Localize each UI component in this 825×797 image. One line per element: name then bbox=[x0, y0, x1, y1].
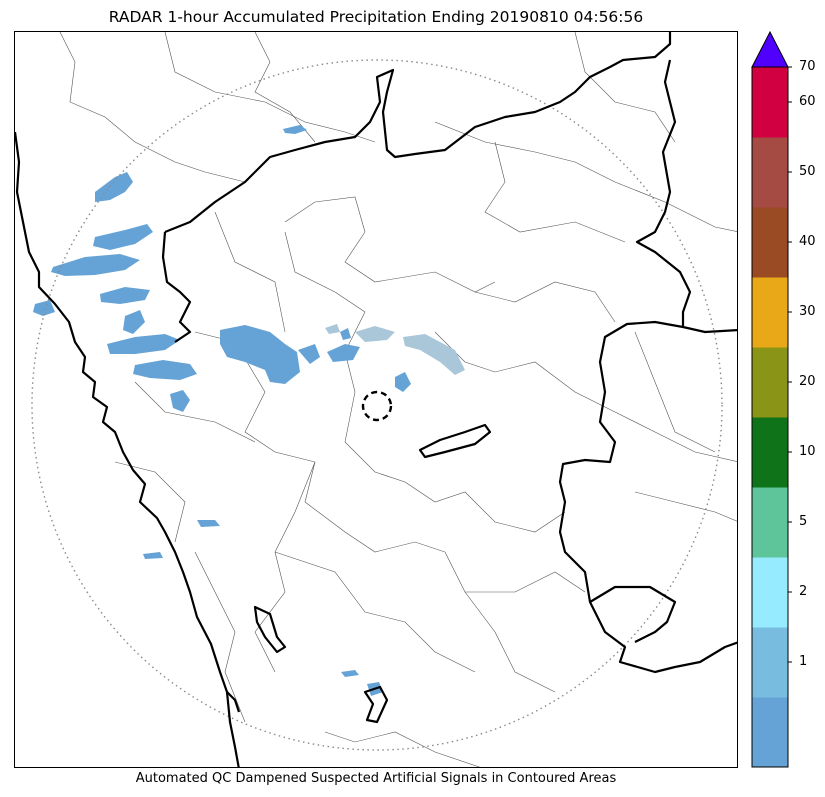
precipitation-colorbar: 1 2 5 10 20 30 40 50 60 70 bbox=[750, 30, 825, 770]
district-boundary bbox=[194, 551, 246, 723]
colorbar-tick-label: 50 bbox=[799, 164, 816, 179]
colorbar-tick-label: 30 bbox=[799, 304, 816, 319]
district-boundary bbox=[344, 391, 406, 483]
precip-patch bbox=[197, 520, 220, 527]
precip-patch bbox=[93, 224, 153, 250]
qc-patch bbox=[325, 324, 340, 334]
colorbar-tick-label: 1 bbox=[799, 654, 808, 669]
radar-site-marker bbox=[361, 390, 393, 422]
district-boundary bbox=[254, 461, 316, 673]
district-boundary bbox=[274, 551, 476, 673]
colorbar-segment bbox=[752, 487, 788, 558]
state-boundary bbox=[558, 320, 737, 674]
qc-footnote: Automated QC Dampened Suspected Artifici… bbox=[135, 771, 617, 786]
state-boundary bbox=[635, 59, 737, 334]
precip-patch bbox=[170, 390, 190, 412]
district-boundary bbox=[634, 331, 716, 453]
colorbar-tick-label: 40 bbox=[799, 234, 816, 249]
colorbar-segment bbox=[752, 347, 788, 418]
precip-patch bbox=[100, 287, 150, 304]
district-boundary bbox=[59, 32, 246, 183]
district-boundary bbox=[284, 196, 496, 293]
precip-patch bbox=[107, 334, 180, 354]
district-boundary bbox=[444, 551, 556, 693]
colorbar-extend-triangle bbox=[751, 30, 789, 68]
colorbar-segment bbox=[752, 697, 788, 768]
state-boundaries bbox=[15, 32, 737, 767]
district-boundary bbox=[304, 461, 446, 553]
enclave-boundary bbox=[418, 423, 492, 459]
colorbar-segment bbox=[752, 417, 788, 488]
colorbar-segment bbox=[752, 277, 788, 348]
precip-patch bbox=[133, 360, 197, 380]
precip-patch bbox=[33, 300, 55, 316]
precip-patch bbox=[395, 372, 411, 392]
district-boundary bbox=[254, 32, 316, 143]
colorbar-graphic bbox=[751, 30, 792, 768]
district-boundary bbox=[214, 211, 286, 333]
coastal-islet bbox=[226, 691, 241, 713]
precipitation-areas bbox=[33, 125, 411, 696]
colorbar-tick-label: 5 bbox=[799, 514, 808, 529]
qc-patch bbox=[403, 334, 465, 375]
district-boundary bbox=[434, 331, 737, 462]
colorbar-tick-label: 2 bbox=[799, 584, 808, 599]
state-boundary bbox=[589, 585, 677, 643]
state-boundary bbox=[164, 32, 672, 234]
enclave-boundary bbox=[363, 685, 389, 724]
district-boundary bbox=[465, 571, 586, 593]
precip-patch bbox=[283, 125, 307, 134]
district-boundary bbox=[634, 491, 737, 522]
colorbar-segment bbox=[752, 207, 788, 278]
map-title: RADAR 1-hour Accumulated Precipitation E… bbox=[108, 8, 644, 26]
precip-patch bbox=[51, 254, 140, 276]
precip-patch bbox=[341, 670, 359, 677]
district-boundary bbox=[114, 461, 186, 543]
qc-dampened-areas bbox=[325, 324, 465, 375]
qc-patch bbox=[355, 326, 395, 342]
district-boundary bbox=[484, 141, 626, 243]
precip-patch bbox=[340, 328, 351, 340]
district-boundary bbox=[434, 121, 737, 232]
district-boundary bbox=[474, 281, 616, 323]
colorbar-tick-label: 60 bbox=[799, 94, 816, 109]
state-boundary bbox=[161, 231, 192, 343]
precip-patch bbox=[143, 552, 163, 559]
precip-patch bbox=[298, 344, 320, 364]
colorbar-segment bbox=[752, 67, 788, 138]
radar-range-ring bbox=[31, 59, 723, 751]
coastline bbox=[15, 131, 240, 767]
district-boundaries bbox=[59, 32, 737, 767]
district-boundary bbox=[404, 481, 566, 533]
radar-map[interactable] bbox=[14, 31, 738, 768]
district-boundary bbox=[324, 731, 481, 767]
district-boundary bbox=[134, 381, 256, 443]
colorbar-tick-label: 10 bbox=[799, 444, 816, 459]
colorbar-outline bbox=[751, 66, 789, 768]
enclave-boundary bbox=[253, 605, 287, 654]
district-boundary bbox=[164, 32, 376, 143]
radar-map-canvas bbox=[15, 32, 737, 767]
district-boundary bbox=[574, 32, 676, 143]
colorbar-segment bbox=[752, 557, 788, 628]
colorbar-tick-label: 20 bbox=[799, 374, 816, 389]
precip-patch bbox=[220, 325, 300, 384]
colorbar-segment bbox=[752, 627, 788, 698]
colorbar-tick-label: 70 bbox=[799, 59, 816, 74]
precip-patch bbox=[123, 310, 145, 334]
precip-patch bbox=[327, 344, 360, 362]
colorbar-segment bbox=[752, 137, 788, 208]
